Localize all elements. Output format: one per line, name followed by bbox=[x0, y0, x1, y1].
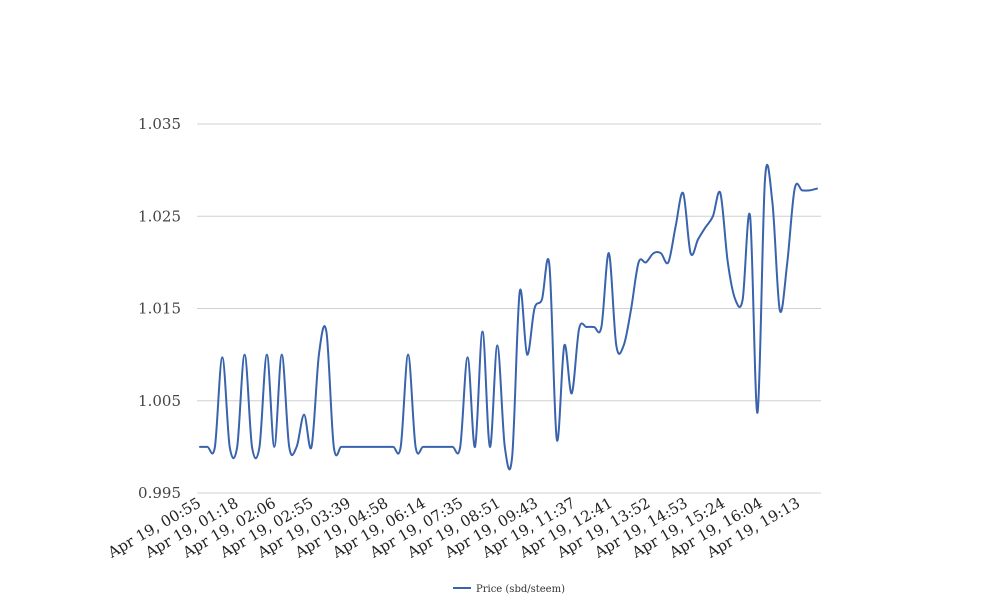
y-tick-label: 1.005 bbox=[138, 392, 181, 410]
y-tick-label: 1.025 bbox=[138, 207, 181, 225]
series-line bbox=[199, 163, 818, 471]
y-tick-label: 0.995 bbox=[138, 484, 181, 502]
legend: Price (sbd/steem) bbox=[453, 584, 565, 595]
legend-label: Price (sbd/steem) bbox=[476, 584, 565, 595]
series-layer bbox=[199, 163, 818, 471]
y-tick-label: 1.035 bbox=[138, 115, 181, 133]
y-axis-ticks: 0.995 1.005 1.015 1.025 1.035 bbox=[138, 115, 181, 502]
grid-lines bbox=[197, 123, 821, 494]
y-tick-label: 1.015 bbox=[138, 300, 181, 318]
